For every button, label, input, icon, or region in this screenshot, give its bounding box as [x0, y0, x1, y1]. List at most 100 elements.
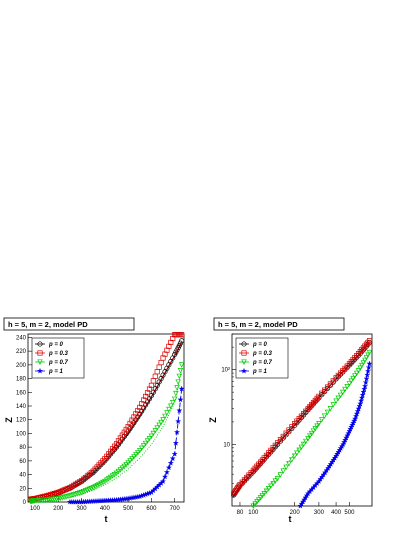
- data-point: [150, 378, 156, 384]
- data-point: [150, 430, 157, 437]
- data-point: [152, 373, 158, 379]
- y-tick-label: 220: [16, 349, 27, 355]
- data-point: [322, 387, 328, 393]
- legend-marker: [241, 359, 247, 365]
- data-point: [321, 413, 328, 420]
- right-title-box: [213, 317, 345, 331]
- data-point: [167, 459, 174, 466]
- left-series-group: [27, 332, 185, 505]
- y-tick-label: 160: [16, 390, 27, 396]
- data-point: [339, 389, 346, 396]
- data-point: [140, 443, 147, 449]
- data-point: [298, 444, 305, 451]
- data-point: [113, 470, 120, 477]
- data-point: [350, 375, 356, 382]
- series-2: [27, 362, 185, 505]
- data-point: [280, 468, 287, 474]
- series-fit-line: [233, 340, 370, 496]
- data-point: [324, 384, 331, 390]
- data-point: [156, 422, 162, 429]
- data-point: [357, 348, 363, 355]
- data-point: [359, 362, 365, 369]
- data-point: [146, 436, 153, 442]
- data-point: [348, 378, 354, 385]
- data-point: [319, 390, 325, 396]
- data-point: [280, 433, 286, 439]
- data-point: [236, 483, 242, 489]
- series-2: [250, 349, 373, 509]
- data-point: [303, 438, 309, 445]
- legend-marker: [37, 350, 43, 356]
- data-point: [259, 493, 266, 499]
- data-point: [161, 473, 169, 480]
- data-point: [318, 417, 325, 423]
- data-point: [119, 465, 126, 472]
- data-point: [324, 409, 331, 416]
- data-point: [316, 393, 322, 399]
- y-tick-label: 100: [16, 431, 27, 437]
- x-tick-label: 200: [290, 510, 301, 516]
- data-point: [355, 368, 362, 374]
- right-chart-title: h = 5, m = 2, model PD: [218, 320, 298, 329]
- data-point: [283, 430, 289, 436]
- data-point: [107, 474, 114, 481]
- data-point: [305, 435, 311, 442]
- data-point: [353, 370, 360, 377]
- data-point: [270, 480, 276, 487]
- left-chart-title: h = 5, m = 2, model PD: [8, 320, 88, 329]
- y-tick-label: 40: [19, 473, 26, 479]
- data-point: [171, 450, 178, 457]
- data-point: [364, 367, 372, 374]
- data-point: [168, 403, 174, 409]
- data-point: [286, 427, 292, 433]
- x-tick-label: 300: [77, 506, 88, 512]
- legend-marker: [37, 341, 43, 347]
- data-point: [357, 397, 365, 404]
- data-point: [133, 452, 139, 458]
- legend-label: p = 0.7: [48, 360, 69, 366]
- data-point: [160, 417, 166, 423]
- data-point: [158, 360, 164, 366]
- data-point: [283, 464, 289, 471]
- data-point: [175, 418, 182, 425]
- left-legend: p = 0 p = 0.3 p = 0.7 p = 1: [31, 337, 85, 379]
- data-point: [272, 478, 279, 484]
- data-point: [327, 381, 333, 387]
- y-tick-label: 180: [16, 377, 27, 383]
- right-legend: p = 0 p = 0.3 p = 0.7 p = 1: [235, 337, 289, 379]
- data-point: [344, 384, 350, 390]
- data-point: [307, 433, 313, 439]
- x-tick-label: 300: [314, 510, 325, 516]
- x-tick-label: 600: [146, 506, 157, 512]
- data-point: [159, 478, 167, 485]
- data-point: [138, 445, 145, 452]
- data-point: [165, 464, 172, 471]
- data-point: [179, 332, 185, 338]
- data-point: [172, 439, 179, 446]
- data-point: [361, 385, 368, 392]
- legend-marker: [241, 350, 247, 356]
- right-axis-ticks: 80 100 200 300 400 500 10 10²: [221, 333, 355, 516]
- data-point: [289, 424, 295, 430]
- y-tick-label: 60: [19, 459, 26, 465]
- data-point: [154, 369, 160, 375]
- data-point: [365, 339, 371, 345]
- data-point: [252, 501, 258, 507]
- series-1: [27, 332, 185, 502]
- data-point: [255, 497, 262, 503]
- data-point: [357, 365, 364, 372]
- data-point: [175, 379, 181, 385]
- y-tick-label: 120: [16, 418, 27, 424]
- data-point: [102, 478, 108, 485]
- data-point: [277, 437, 283, 443]
- data-point: [131, 454, 137, 460]
- data-point: [330, 402, 336, 408]
- data-point: [289, 457, 295, 463]
- data-point: [357, 400, 364, 407]
- data-point: [158, 419, 164, 426]
- legend-label: p = 0: [252, 342, 268, 348]
- data-point: [366, 349, 373, 356]
- y-tick-label: 240: [16, 335, 27, 341]
- data-point: [268, 483, 274, 490]
- data-point: [104, 477, 110, 484]
